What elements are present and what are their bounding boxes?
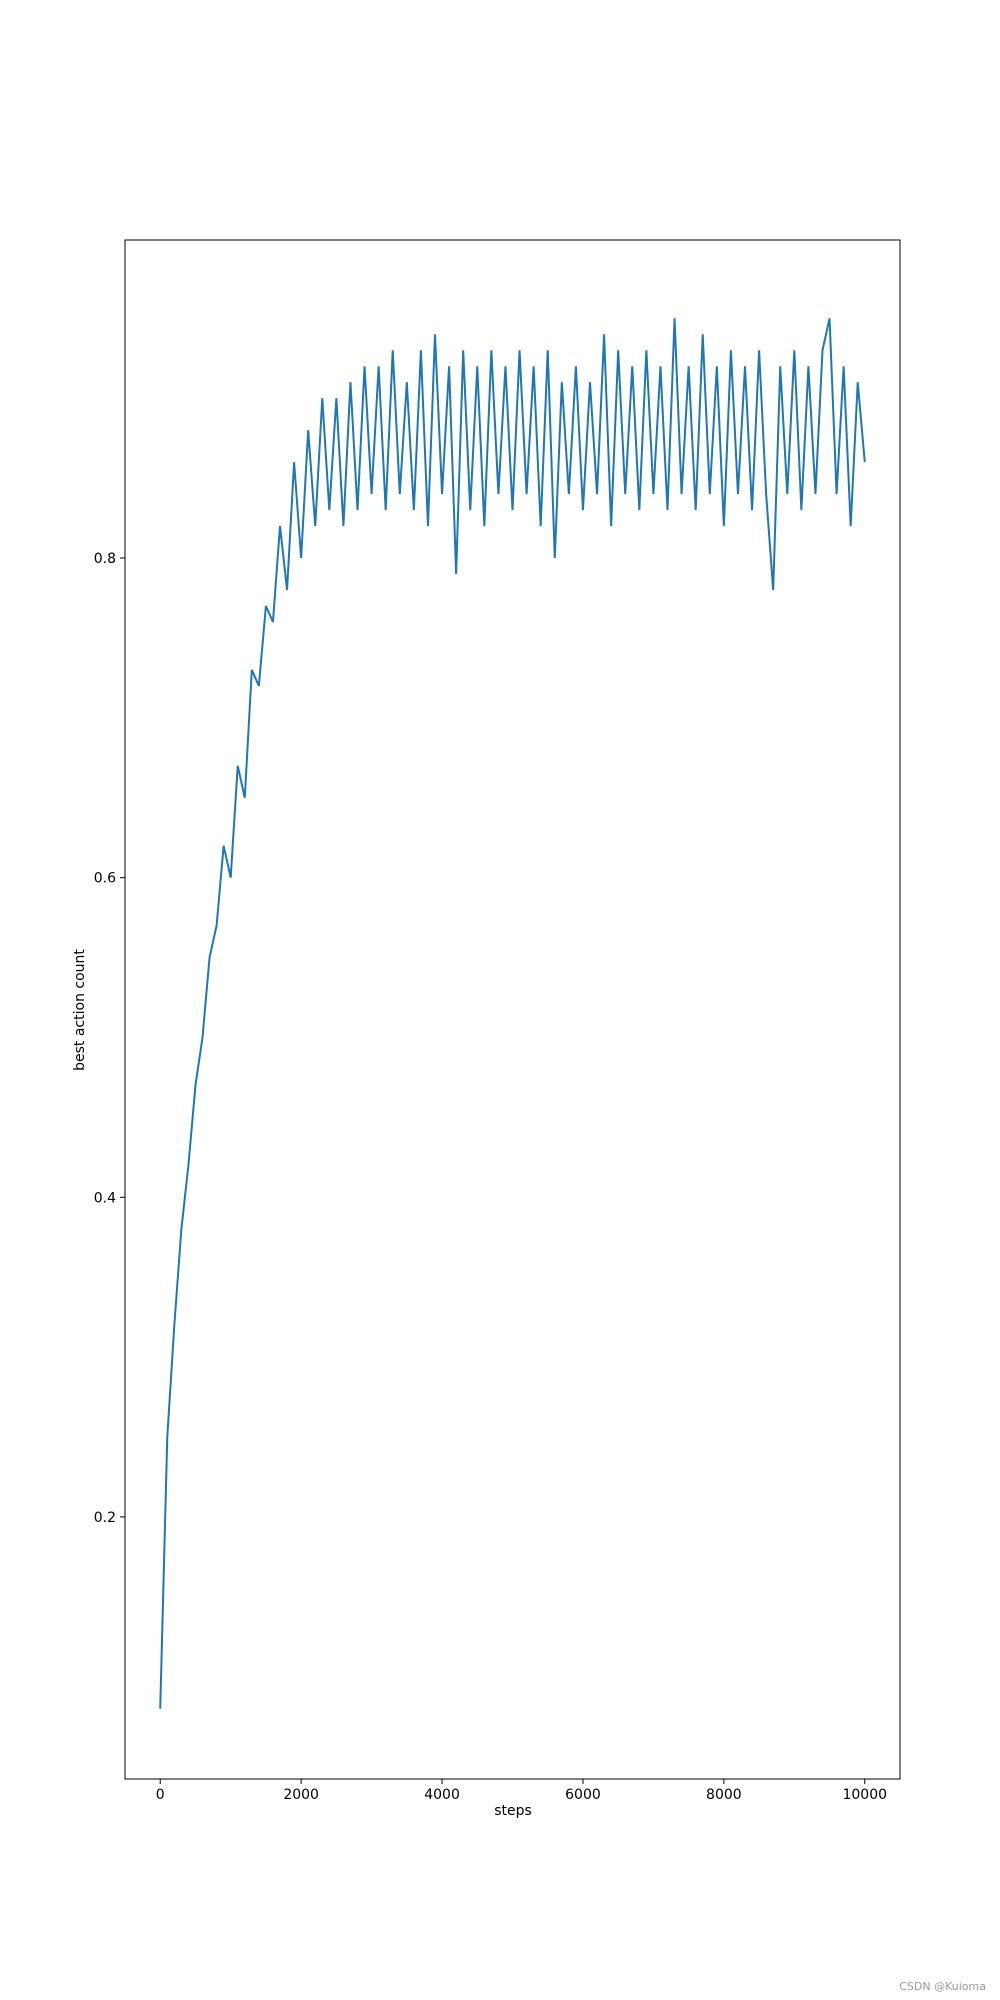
- x-tick-label: 8000: [706, 1787, 742, 1803]
- y-tick-label: 0.4: [94, 1190, 116, 1206]
- x-tick-label: 4000: [424, 1787, 460, 1803]
- y-tick-label: 0.2: [94, 1510, 116, 1526]
- x-tick-label: 6000: [565, 1787, 601, 1803]
- line: [159, 318, 866, 1709]
- y-tick-label: 0.6: [94, 871, 116, 887]
- x-tick-label: 2000: [283, 1787, 319, 1803]
- plot-frame: [124, 239, 901, 1780]
- y-tick-label: 0.8: [94, 551, 116, 567]
- watermark: CSDN @Kuioma: [899, 1980, 986, 1993]
- x-axis-label: steps: [494, 1803, 532, 1819]
- x-tick-label: 10000: [842, 1787, 887, 1803]
- y-axis-label: best action count: [72, 949, 88, 1071]
- x-tick-label: 0: [156, 1787, 165, 1803]
